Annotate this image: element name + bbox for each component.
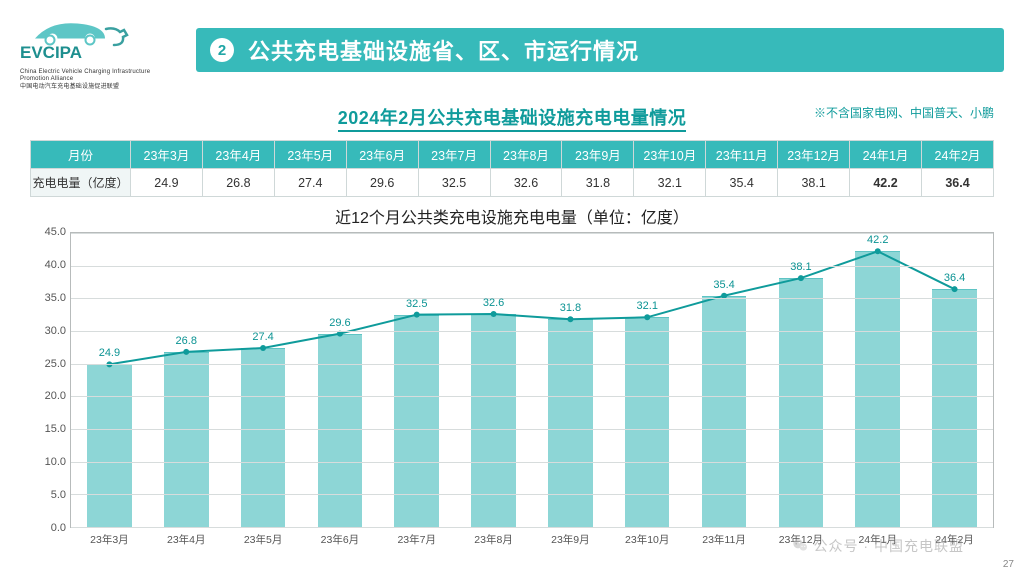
chart-bar-slot: 23年3月	[71, 233, 148, 527]
section-number-badge: 2	[210, 38, 234, 62]
page-number: 27	[1003, 559, 1014, 570]
chart-bar	[164, 352, 209, 527]
chart-bar-slot: 23年7月	[378, 233, 455, 527]
table-header-cell: 23年5月	[274, 141, 346, 169]
chart-value-label: 27.4	[252, 331, 273, 343]
table-header-cell: 23年3月	[131, 141, 203, 169]
section-title-bar: 2 公共充电基础设施省、区、市运行情况	[196, 28, 1004, 72]
table-header-cell: 23年8月	[490, 141, 562, 169]
chart-bar-slot: 23年9月	[532, 233, 609, 527]
chart-y-tick: 25.0	[30, 358, 66, 370]
chart-bar-slot: 23年11月	[686, 233, 763, 527]
chart-y-tick: 0.0	[30, 522, 66, 534]
table-header-cell: 24年1月	[850, 141, 922, 169]
table-header-cell: 23年9月	[562, 141, 634, 169]
svg-text:EVCIPA: EVCIPA	[20, 43, 82, 62]
chart-x-tick: 24年2月	[878, 532, 1024, 547]
table-cell: 35.4	[706, 169, 778, 197]
table-cell: 31.8	[562, 169, 634, 197]
chart-bar-slot: 23年12月	[762, 233, 839, 527]
chart-title: 近12个月公共类充电设施充电电量（单位：亿度）	[0, 204, 1024, 228]
evcipa-logo-icon: EVCIPA	[20, 16, 130, 62]
chart: 23年3月23年4月23年5月23年6月23年7月23年8月23年9月23年10…	[30, 232, 994, 552]
table-header-cell: 23年11月	[706, 141, 778, 169]
table-header-cell: 23年10月	[634, 141, 706, 169]
chart-value-label: 32.6	[483, 297, 504, 309]
table-cell: 26.8	[202, 169, 274, 197]
chart-bar	[932, 289, 977, 527]
chart-bar	[318, 334, 363, 527]
chart-value-label: 35.4	[713, 279, 734, 291]
table-cell: 24.9	[131, 169, 203, 197]
section-title: 公共充电基础设施省、区、市运行情况	[248, 34, 639, 66]
chart-bar	[779, 278, 824, 527]
table-cell: 32.6	[490, 169, 562, 197]
chart-y-tick: 10.0	[30, 456, 66, 468]
table-header-label: 月份	[31, 141, 131, 169]
chart-y-tick: 20.0	[30, 390, 66, 402]
chart-value-label: 42.2	[867, 234, 888, 246]
chart-bar	[625, 317, 670, 527]
chart-bars: 23年3月23年4月23年5月23年6月23年7月23年8月23年9月23年10…	[71, 233, 993, 527]
chart-value-label: 38.1	[790, 261, 811, 273]
table-cell: 32.1	[634, 169, 706, 197]
table-cell: 29.6	[346, 169, 418, 197]
chart-value-label: 32.5	[406, 298, 427, 310]
subtitle-text: 2024年2月公共充电基础设施充电电量情况	[338, 108, 687, 132]
chart-bar-slot: 23年8月	[455, 233, 532, 527]
chart-bar-slot: 23年10月	[609, 233, 686, 527]
chart-y-tick: 15.0	[30, 423, 66, 435]
chart-bar	[548, 319, 593, 527]
table-cell: 27.4	[274, 169, 346, 197]
chart-y-tick: 30.0	[30, 325, 66, 337]
chart-bar-slot: 24年1月	[839, 233, 916, 527]
chart-value-label: 24.9	[99, 348, 120, 360]
table-cell: 36.4	[921, 169, 993, 197]
note: ※不含国家电网、中国普天、小鹏	[814, 104, 994, 121]
table-cell: 38.1	[778, 169, 850, 197]
table-header-cell: 23年4月	[202, 141, 274, 169]
chart-bar-slot: 23年6月	[301, 233, 378, 527]
chart-value-label: 32.1	[637, 300, 658, 312]
chart-y-tick: 40.0	[30, 259, 66, 271]
chart-y-tick: 45.0	[30, 226, 66, 238]
chart-value-label: 31.8	[560, 302, 581, 314]
table-cell: 32.5	[418, 169, 490, 197]
logo-subtext-cn: 中国电动汽车充电基础设施促进联盟	[20, 84, 170, 91]
table-row-label: 充电电量（亿度）	[31, 169, 131, 197]
table-header-cell: 24年2月	[921, 141, 993, 169]
chart-bar	[855, 251, 900, 527]
chart-value-label: 26.8	[176, 335, 197, 347]
logo: EVCIPA China Electric Vehicle Charging I…	[20, 16, 170, 91]
chart-value-label: 36.4	[944, 272, 965, 284]
table-header-cell: 23年6月	[346, 141, 418, 169]
chart-y-tick: 5.0	[30, 489, 66, 501]
chart-bar	[87, 364, 132, 527]
data-table: 月份23年3月23年4月23年5月23年6月23年7月23年8月23年9月23年…	[30, 140, 994, 197]
chart-plot-area: 23年3月23年4月23年5月23年6月23年7月23年8月23年9月23年10…	[70, 232, 994, 528]
chart-bar-slot: 23年4月	[148, 233, 225, 527]
chart-bar	[241, 348, 286, 527]
table-cell: 42.2	[850, 169, 922, 197]
logo-subtext-en: China Electric Vehicle Charging Infrastr…	[20, 69, 170, 82]
table-header-cell: 23年12月	[778, 141, 850, 169]
chart-value-label: 29.6	[329, 317, 350, 329]
chart-y-tick: 35.0	[30, 292, 66, 304]
table-header-cell: 23年7月	[418, 141, 490, 169]
chart-bar-slot: 23年5月	[225, 233, 302, 527]
